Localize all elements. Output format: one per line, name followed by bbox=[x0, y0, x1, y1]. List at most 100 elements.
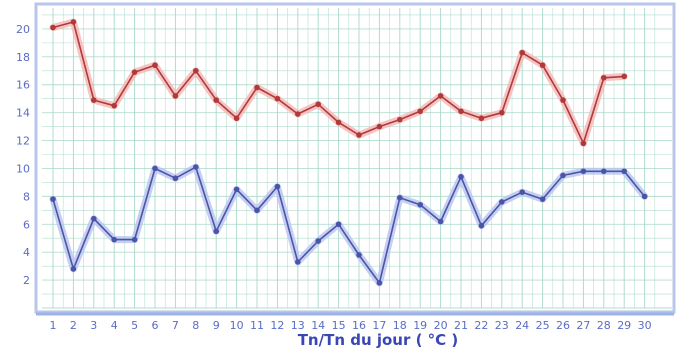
x-tick-label: 9 bbox=[213, 319, 220, 332]
x-tick-label: 5 bbox=[131, 319, 138, 332]
x-tick-label: 12 bbox=[270, 319, 284, 332]
x-tick-label: 23 bbox=[495, 319, 509, 332]
x-tick-label: 3 bbox=[90, 319, 97, 332]
data-point-high-temp bbox=[172, 93, 179, 99]
data-point-high-temp bbox=[580, 140, 587, 147]
x-tick-label: 14 bbox=[311, 319, 325, 332]
data-point-high-temp bbox=[111, 102, 117, 109]
data-point-high-temp bbox=[458, 108, 464, 115]
data-point-low-temp bbox=[580, 168, 587, 175]
plot-border bbox=[34, 2, 676, 314]
x-tick-label: 18 bbox=[393, 319, 407, 332]
data-point-high-temp bbox=[295, 111, 301, 117]
data-point-high-temp bbox=[50, 24, 56, 31]
data-point-high-temp bbox=[233, 115, 240, 122]
data-point-high-temp bbox=[478, 115, 485, 122]
data-point-low-temp bbox=[376, 280, 383, 286]
x-tick-label: 7 bbox=[172, 319, 179, 332]
data-point-low-temp bbox=[274, 183, 281, 190]
series-line-low-temp bbox=[52, 166, 646, 284]
data-point-high-temp bbox=[356, 132, 362, 138]
series-layer bbox=[49, 18, 649, 287]
data-point-low-temp bbox=[356, 252, 362, 258]
data-point-high-temp bbox=[560, 97, 566, 103]
x-tick-labels: 1 2 3 4 5 6 7 8 9 10 11 12 13 14 15 16 17 18 19 20 21 22 23 24 2… bbox=[50, 319, 652, 332]
data-point-high-temp bbox=[213, 97, 219, 103]
x-tick-label: 28 bbox=[597, 319, 611, 332]
y-tick-label: 8 bbox=[23, 190, 30, 203]
x-tick-label: 29 bbox=[617, 319, 631, 332]
data-point-high-temp bbox=[152, 62, 158, 69]
x-tick-label: 30 bbox=[638, 319, 652, 332]
data-point-high-temp bbox=[254, 84, 260, 91]
data-point-low-temp bbox=[641, 193, 648, 200]
x-tick-label: 2 bbox=[70, 319, 77, 332]
data-point-low-temp bbox=[213, 228, 219, 235]
data-point-low-temp bbox=[478, 222, 485, 229]
x-tick-label: 10 bbox=[230, 319, 244, 332]
x-tick-label: 13 bbox=[291, 319, 305, 332]
x-tick-label: 27 bbox=[576, 319, 590, 332]
x-tick-label: 15 bbox=[332, 319, 346, 332]
x-tick-label: 22 bbox=[474, 319, 488, 332]
x-tick-label: 1 bbox=[50, 319, 57, 332]
x-tick-label: 20 bbox=[434, 319, 448, 332]
data-point-high-temp bbox=[621, 73, 627, 80]
data-point-low-temp bbox=[539, 196, 546, 202]
data-point-low-temp bbox=[397, 194, 403, 201]
x-tick-label: 16 bbox=[352, 319, 366, 332]
data-point-high-temp bbox=[274, 95, 281, 102]
y-tick-label: 4 bbox=[23, 246, 30, 259]
x-tick-label: 26 bbox=[556, 319, 570, 332]
data-point-high-temp bbox=[519, 49, 525, 56]
data-point-low-temp bbox=[560, 172, 566, 179]
x-tick-label: 24 bbox=[515, 319, 529, 332]
data-point-low-temp bbox=[70, 266, 77, 272]
data-point-low-temp bbox=[131, 236, 138, 243]
data-point-high-temp bbox=[70, 19, 77, 25]
gridlines bbox=[42, 8, 672, 309]
x-tick-label: 17 bbox=[372, 319, 386, 332]
data-point-low-temp bbox=[621, 168, 627, 175]
data-point-high-temp bbox=[499, 109, 505, 116]
data-point-low-temp bbox=[172, 175, 179, 182]
y-tick-label: 10 bbox=[16, 162, 30, 175]
data-point-low-temp bbox=[295, 259, 301, 265]
data-point-low-temp bbox=[315, 238, 322, 244]
data-point-low-temp bbox=[601, 168, 607, 175]
data-point-high-temp bbox=[376, 123, 383, 130]
y-tick-label: 14 bbox=[16, 107, 30, 120]
x-tick-label: 25 bbox=[536, 319, 550, 332]
y-tick-label: 18 bbox=[16, 51, 30, 64]
data-point-high-temp bbox=[315, 101, 322, 108]
data-point-high-temp bbox=[335, 119, 342, 126]
x-axis-label: Tn/Tn du jour ( °C ) bbox=[298, 331, 459, 349]
data-point-high-temp bbox=[437, 93, 444, 99]
data-point-high-temp bbox=[131, 69, 138, 75]
data-point-low-temp bbox=[519, 189, 525, 195]
data-point-low-temp bbox=[50, 196, 56, 202]
y-tick-label: 2 bbox=[23, 274, 30, 287]
x-tick-label: 19 bbox=[413, 319, 427, 332]
x-tick-label: 4 bbox=[111, 319, 118, 332]
y-tick-label: 16 bbox=[16, 79, 30, 92]
plot-frame bbox=[34, 2, 676, 316]
data-point-high-temp bbox=[601, 74, 607, 81]
y-tick-label: 6 bbox=[23, 218, 30, 231]
x-tick-label: 8 bbox=[192, 319, 199, 332]
data-point-low-temp bbox=[193, 164, 199, 170]
y-tick-labels: 2 4 6 8 10 12 14 16 18 20 bbox=[16, 23, 30, 287]
data-point-high-temp bbox=[91, 97, 97, 103]
data-point-low-temp bbox=[152, 165, 158, 172]
x-tick-label: 21 bbox=[454, 319, 468, 332]
y-tick-label: 20 bbox=[16, 23, 30, 36]
data-point-low-temp bbox=[254, 207, 260, 214]
data-point-low-temp bbox=[335, 221, 342, 228]
y-tick-label: 12 bbox=[16, 135, 30, 148]
data-point-high-temp bbox=[417, 108, 424, 115]
data-point-high-temp bbox=[397, 116, 403, 123]
data-point-low-temp bbox=[111, 236, 117, 243]
data-point-low-temp bbox=[233, 186, 240, 193]
data-point-low-temp bbox=[499, 199, 505, 205]
